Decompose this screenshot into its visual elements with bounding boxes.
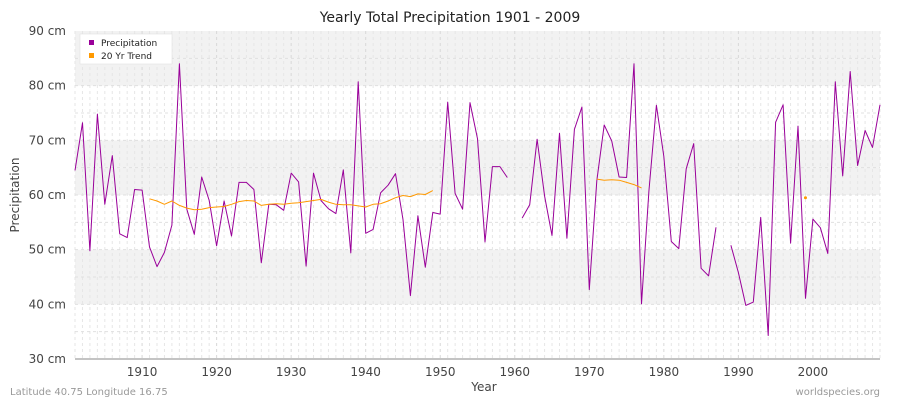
series-line-segment <box>521 63 717 305</box>
series-line-segment <box>74 63 508 297</box>
y-axis-title: Precipitation <box>8 157 22 232</box>
series-layer <box>74 63 881 336</box>
legend-swatch-trend <box>89 53 94 58</box>
footer-coordinates: Latitude 40.75 Longitude 16.75 <box>10 387 168 398</box>
series-trend <box>149 178 807 211</box>
y-tick-label: 90 cm <box>29 24 66 38</box>
x-axis-title: Year <box>470 380 496 394</box>
y-tick-label: 40 cm <box>29 297 66 311</box>
x-tick-label: 1990 <box>723 365 754 379</box>
chart-title: Yearly Total Precipitation 1901 - 2009 <box>319 10 581 26</box>
horizontal-gridlines <box>75 57 880 333</box>
legend-box <box>79 33 173 65</box>
x-tick-label: 1920 <box>201 365 232 379</box>
data-point <box>803 196 807 200</box>
series-line-segment <box>149 190 434 211</box>
y-tick-labels: 30 cm 40 cm 50 cm 60 cm 70 cm 80 cm 90 cm <box>29 24 66 366</box>
y-tick-label: 70 cm <box>29 133 66 147</box>
y-tick-label: 60 cm <box>29 188 66 202</box>
series-precipitation <box>74 63 881 336</box>
y-tick-label: 30 cm <box>29 352 66 366</box>
x-tick-label: 1970 <box>574 365 605 379</box>
x-tick-label: 1960 <box>499 365 530 379</box>
legend: Precipitation 20 Yr Trend <box>79 33 173 65</box>
y-tick-label: 50 cm <box>29 243 66 257</box>
series-line-segment <box>730 71 881 336</box>
y-tick-label: 80 cm <box>29 79 66 93</box>
footer-source: worldspecies.org <box>796 387 880 398</box>
x-tick-label: 1910 <box>127 365 158 379</box>
x-tick-label: 1980 <box>649 365 680 379</box>
x-tick-label: 2000 <box>798 365 829 379</box>
x-tick-label: 1950 <box>425 365 456 379</box>
x-tick-labels: 1910 1920 1930 1940 1950 1960 1970 1980 1990 2000 <box>127 365 828 379</box>
x-tick-label: 1930 <box>276 365 307 379</box>
legend-swatch-precipitation <box>89 40 94 45</box>
legend-label-precipitation: Precipitation <box>101 39 157 49</box>
legend-label-trend: 20 Yr Trend <box>101 52 152 62</box>
series-line-segment <box>596 178 642 189</box>
x-tick-label: 1940 <box>350 365 381 379</box>
